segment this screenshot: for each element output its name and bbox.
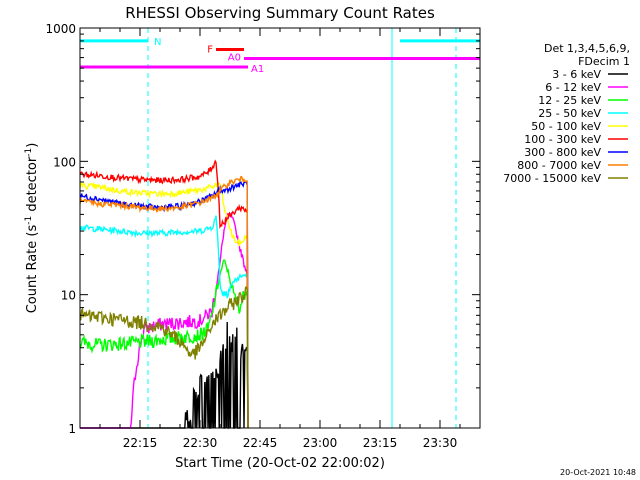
- legend-header-line-2: FDecim 1: [578, 55, 630, 68]
- series-line-4: [79, 215, 249, 429]
- y-axis-label-end: ): [25, 143, 40, 148]
- chart-title: RHESSI Observing Summary Count Rates: [125, 4, 435, 22]
- y-axis-label: Count Rate (s-1 detector-1): [24, 143, 40, 314]
- legend-label-4: 25 - 50 keV: [538, 107, 601, 120]
- legend-label-5: 50 - 100 keV: [531, 120, 601, 133]
- x-tick-label: 22:45: [243, 436, 278, 450]
- series-line-5: [79, 179, 249, 429]
- annotation-label-A0: A0: [228, 53, 241, 64]
- series-line-9: [79, 286, 249, 429]
- annotation-label-N: N: [154, 37, 161, 48]
- x-tick-label: 23:30: [423, 436, 458, 450]
- series-line-8: [79, 175, 249, 429]
- y-tick-label: 1: [68, 422, 76, 436]
- y-tick-label: 10: [61, 289, 76, 303]
- legend-label-7: 300 - 800 keV: [524, 146, 601, 159]
- legend-label-9: 7000 - 15000 keV: [503, 172, 601, 185]
- legend-header-line-1: Det 1,3,4,5,6,9,: [544, 42, 630, 55]
- plot-area: N F A0 A1 1 10 100 1000 22:15 22:30 22:45 23:00 23…: [45, 22, 481, 450]
- footer-timestamp: 20-Oct-2021 10:48: [560, 468, 636, 477]
- annotation-label-F: F: [207, 44, 213, 55]
- legend-label-3: 12 - 25 keV: [538, 94, 601, 107]
- y-tick-label: 100: [53, 155, 76, 169]
- y-axis-label-main: Count Rate (s: [25, 225, 40, 314]
- y-axis-label-mid: detector: [25, 156, 40, 216]
- legend-label-1: 3 - 6 keV: [552, 68, 601, 81]
- y-tick-label: 1000: [45, 22, 76, 36]
- annotation-label-A1: A1: [251, 64, 264, 75]
- y-axis-label-sup2: -1: [24, 148, 34, 157]
- x-tick-label: 22:15: [123, 436, 158, 450]
- y-axis-label-sup1: -1: [24, 216, 34, 225]
- legend-label-6: 100 - 300 keV: [524, 133, 601, 146]
- series-line-6: [79, 159, 249, 429]
- x-tick-label: 23:00: [303, 436, 338, 450]
- legend-label-8: 800 - 7000 keV: [517, 159, 601, 172]
- x-tick-label: 22:30: [183, 436, 218, 450]
- legend-label-2: 6 - 12 keV: [545, 81, 601, 94]
- x-axis-label: Start Time (20-Oct-02 22:00:02): [175, 456, 385, 471]
- x-tick-label: 23:15: [363, 436, 398, 450]
